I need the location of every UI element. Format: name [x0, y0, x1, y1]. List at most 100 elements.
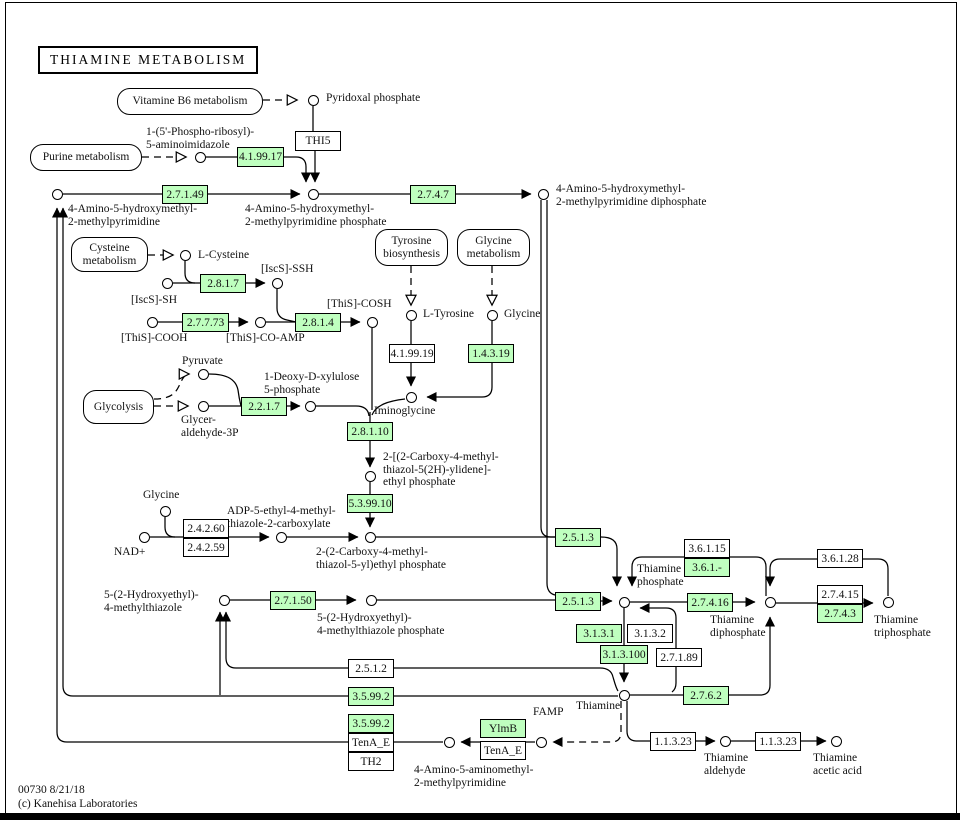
- pathway-link-cysteine-metabolism[interactable]: Cysteine metabolism: [71, 237, 148, 272]
- compound-label-thiamine-phosphate: Thiamine phosphate: [637, 563, 684, 588]
- compound-thiamine-triphosphate[interactable]: [882, 596, 894, 608]
- enzyme-box-3.6.1.-[interactable]: 3.6.1.-: [684, 558, 730, 577]
- pathway-link-tyrosine-biosynthesis[interactable]: Tyrosine biosynthesis: [375, 229, 448, 266]
- compound-label-deoxy-xylulose-5p: 1-Deoxy-D-xylulose 5-phosphate: [264, 371, 360, 396]
- compound-label-pyruvate: Pyruvate: [182, 355, 223, 367]
- enzyme-box-2.7.4.7[interactable]: 2.7.4.7: [410, 185, 456, 204]
- enzyme-box-THI5[interactable]: THI5: [295, 131, 341, 151]
- compound-famp[interactable]: [535, 736, 547, 748]
- compound-glyceraldehyde-3p[interactable]: [197, 400, 209, 412]
- compound-amino-aminomethyl-methylpyrimidine[interactable]: [443, 736, 455, 748]
- pathway-link-purine-metabolism[interactable]: Purine metabolism: [30, 144, 142, 171]
- compound-hmp-diphosphate[interactable]: [537, 188, 549, 200]
- compound-label-adp-ethyl-methyl-thiazole: ADP-5-ethyl-4-methyl- thiazole-2-carboxy…: [227, 505, 336, 530]
- compound-this-cooh[interactable]: [146, 316, 158, 328]
- compound-hmp-phosphate[interactable]: [307, 188, 319, 200]
- pathway-link-glycolysis[interactable]: Glycolysis: [83, 390, 154, 424]
- compound-label-this-cosh: [ThiS]-COSH: [327, 298, 392, 310]
- pathway-link-glycine-metabolism[interactable]: Glycine metabolism: [457, 229, 530, 266]
- enzyme-box-2.8.1.10[interactable]: 2.8.1.10: [347, 422, 393, 441]
- compound-this-cosh[interactable]: [366, 316, 378, 328]
- compound-pyridoxal-phosphate[interactable]: [307, 94, 319, 106]
- compound-thiamine[interactable]: [618, 689, 630, 701]
- compound-nad-plus[interactable]: [138, 531, 150, 543]
- compound-hydroxyethyl-methylthiazole-p[interactable]: [365, 594, 377, 606]
- enzyme-box-3.5.99.2-a[interactable]: 3.5.99.2: [348, 687, 394, 706]
- enzyme-box-2.7.4.15[interactable]: 2.7.4.15: [817, 585, 863, 604]
- enzyme-box-3.5.99.2-b[interactable]: 3.5.99.2: [348, 714, 394, 733]
- copyright: (c) Kanehisa Laboratories: [18, 798, 138, 810]
- compound-l-tyrosine[interactable]: [405, 309, 417, 321]
- compound-label-thiamine: Thiamine: [576, 700, 621, 712]
- compound-carboxy-methyl-thiazol-yl-ethyl-p[interactable]: [364, 531, 376, 543]
- compound-label-hydroxyethyl-methylthiazole: 5-(2-Hydroxyethyl)- 4-methylthiazole: [104, 589, 199, 614]
- compound-deoxy-xylulose-5p[interactable]: [304, 400, 316, 412]
- compound-thiamine-diphosphate[interactable]: [764, 596, 776, 608]
- enzyme-box-2.2.1.7[interactable]: 2.2.1.7: [241, 397, 287, 416]
- compound-pyruvate[interactable]: [197, 368, 209, 380]
- compound-iscs-ssh[interactable]: [271, 277, 283, 289]
- compound-label-pyridoxal-phosphate: Pyridoxal phosphate: [326, 92, 421, 104]
- compound-l-cysteine[interactable]: [179, 249, 191, 261]
- enzyme-box-1.1.3.23-a[interactable]: 1.1.3.23: [650, 732, 696, 751]
- compound-label-carboxy-methyl-thiazol-yl-ethyl-p: 2-(2-Carboxy-4-methyl- thiazol-5-yl)ethy…: [316, 546, 446, 571]
- enzyme-box-2.8.1.4[interactable]: 2.8.1.4: [295, 313, 341, 332]
- compound-label-carboxy-methyl-thiazol-ylidene-ethyl-p: 2-[(2-Carboxy-4-methyl- thiazol-5(2H)-yl…: [383, 451, 499, 488]
- compound-label-hydroxyethyl-methylthiazole-p: 5-(2-Hydroxyethyl)- 4-methylthiazole pho…: [317, 612, 445, 637]
- enzyme-box-3.6.1.28[interactable]: 3.6.1.28: [817, 549, 863, 568]
- compound-this-co-amp[interactable]: [254, 316, 266, 328]
- enzyme-box-2.5.1.3-lower[interactable]: 2.5.1.3: [555, 592, 601, 611]
- compound-label-iscs-ssh: [IscS]-SSH: [261, 263, 314, 275]
- compound-phospho-ribosyl-aminoimidazole[interactable]: [194, 151, 206, 163]
- compound-carboxy-methyl-thiazol-ylidene-ethyl-p[interactable]: [364, 470, 376, 482]
- enzyme-box-2.7.1.49[interactable]: 2.7.1.49: [162, 185, 208, 204]
- compound-label-l-tyrosine: L-Tyrosine: [423, 308, 474, 320]
- compound-iscs-sh[interactable]: [161, 277, 173, 289]
- compound-label-hmp-phosphate: 4-Amino-5-hydroxymethyl- 2-methylpyrimid…: [245, 203, 387, 228]
- enzyme-box-2.5.1.3-upper[interactable]: 2.5.1.3: [555, 528, 601, 547]
- compound-hydroxyethyl-methylthiazole[interactable]: [218, 594, 230, 606]
- enzyme-box-YlmB[interactable]: YlmB: [480, 719, 526, 738]
- enzyme-box-4.1.99.17[interactable]: 4.1.99.17: [237, 147, 284, 167]
- compound-glycine-right[interactable]: [486, 309, 498, 321]
- enzyme-box-2.7.7.73[interactable]: 2.7.7.73: [182, 313, 229, 332]
- enzyme-box-3.6.1.15[interactable]: 3.6.1.15: [684, 539, 730, 558]
- map-title: THIAMINE METABOLISM: [38, 46, 259, 74]
- enzyme-box-3.1.3.2[interactable]: 3.1.3.2: [627, 624, 673, 643]
- enzyme-box-2.5.1.2[interactable]: 2.5.1.2: [348, 659, 394, 678]
- enzyme-box-5.3.99.10[interactable]: 5.3.99.10: [347, 494, 393, 513]
- enzyme-box-1.4.3.19[interactable]: 1.4.3.19: [468, 344, 514, 363]
- enzyme-box-2.7.1.89[interactable]: 2.7.1.89: [656, 648, 702, 667]
- compound-adp-ethyl-methyl-thiazole[interactable]: [275, 531, 287, 543]
- compound-thiamine-phosphate[interactable]: [618, 596, 630, 608]
- compound-hmp[interactable]: [51, 188, 63, 200]
- enzyme-box-2.8.1.7[interactable]: 2.8.1.7: [200, 274, 246, 293]
- compound-glycine-left[interactable]: [159, 505, 171, 517]
- compound-iminoglycine[interactable]: [405, 391, 417, 403]
- enzyme-box-2.7.1.50[interactable]: 2.7.1.50: [270, 591, 316, 610]
- enzyme-box-3.1.3.100[interactable]: 3.1.3.100: [600, 645, 648, 664]
- enzyme-box-2.7.6.2[interactable]: 2.7.6.2: [683, 686, 729, 705]
- compound-thiamine-acetic-acid[interactable]: [830, 735, 842, 747]
- enzyme-box-TH2[interactable]: TH2: [348, 752, 394, 771]
- compound-label-glyceraldehyde-3p: Glycer- aldehyde-3P: [181, 414, 239, 439]
- enzyme-box-3.1.3.1[interactable]: 3.1.3.1: [576, 624, 622, 643]
- enzyme-box-1.1.3.23-b[interactable]: 1.1.3.23: [755, 732, 801, 751]
- compound-label-iscs-sh: [IscS]-SH: [131, 294, 177, 306]
- pathway-link-vitamine-b6-metabolism[interactable]: Vitamine B6 metabolism: [117, 88, 263, 115]
- compound-label-famp: FAMP: [533, 706, 564, 718]
- compound-label-hmp-diphosphate: 4-Amino-5-hydroxymethyl- 2-methylpyrimid…: [556, 183, 707, 208]
- compound-label-thiamine-triphosphate: Thiamine triphosphate: [874, 614, 931, 639]
- enzyme-box-2.4.2.60[interactable]: 2.4.2.60: [183, 519, 229, 538]
- enzyme-box-2.7.4.3[interactable]: 2.7.4.3: [817, 604, 863, 623]
- enzyme-box-TenA_E-a[interactable]: TenA_E: [348, 733, 394, 752]
- enzyme-box-TenA_E-b[interactable]: TenA_E: [480, 741, 526, 760]
- compound-label-glycine-left: Glycine: [143, 489, 180, 501]
- enzyme-box-4.1.99.19[interactable]: 4.1.99.19: [389, 344, 435, 363]
- enzyme-box-2.4.2.59[interactable]: 2.4.2.59: [183, 538, 229, 557]
- compound-thiamine-aldehyde[interactable]: [719, 735, 731, 747]
- compound-label-this-cooh: [ThiS]-COOH: [121, 332, 188, 344]
- enzyme-box-2.7.4.16[interactable]: 2.7.4.16: [687, 593, 733, 612]
- compound-label-phospho-ribosyl-aminoimidazole: 1-(5'-Phospho-ribosyl)- 5-aminoimidazole: [146, 126, 255, 151]
